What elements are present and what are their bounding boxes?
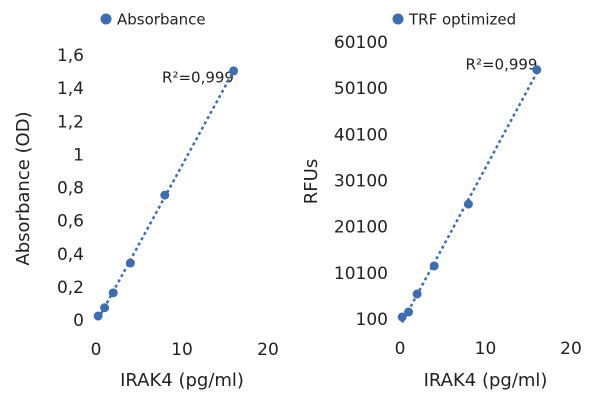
x-tick-label: 20 [257,340,279,360]
y-tick-label: 100 [356,310,388,330]
y-tick-label: 0,8 [57,179,84,199]
y-tick-label: 1,2 [57,112,84,132]
y-tick-label: 0 [73,311,84,331]
y-tick-label: 1 [73,145,84,165]
legend-label: TRF optimized [408,11,516,29]
y-tick-label: 30100 [334,172,388,192]
point [160,190,170,200]
y-tick-label: 0,4 [57,245,84,265]
x-tick-label: 20 [560,339,582,359]
y-tick-label: 60100 [334,33,388,53]
annotation: R²=0,999 [162,69,234,87]
y-tick-label: 0,6 [57,212,84,232]
legend-label: Absorbance [117,11,206,29]
y-axis-label: RFUs [301,159,322,204]
y-tick-label: 0,2 [57,278,84,298]
point [108,288,118,298]
point [229,66,239,76]
point [125,258,135,268]
y-tick-label: 1,4 [57,79,84,99]
point [463,199,473,209]
x-tick-label: 0 [395,339,406,359]
point [429,261,439,271]
subchart: 0 0,2 0,4 0,6 0,8 1 1,2 1,4 1,6 0 10 20 IRAK4 (pg/ml… [13,11,279,392]
x-axis-label: IRAK4 (pg/ml) [120,370,244,391]
x-tick-label: 10 [171,340,193,360]
trendline [97,70,235,320]
subchart: 100 10100 20100 30100 40100 50100 60100 0 10 20 IR… [301,11,582,392]
x-tick-label: 10 [475,339,497,359]
y-tick-label: 20100 [334,218,388,238]
point [397,312,407,322]
legend-marker [100,13,112,25]
y-tick-label: 40100 [334,125,388,145]
point [100,303,110,313]
y-tick-label: 50100 [334,79,388,99]
x-tick-label: 0 [91,340,102,360]
x-axis-label: IRAK4 (pg/ml) [424,370,548,391]
point [93,311,103,321]
annotation: R²=0,999 [466,56,538,74]
y-tick-label: 1,6 [57,46,84,66]
legend-marker [392,13,404,25]
trendline [401,72,538,324]
point [532,65,542,75]
y-tick-label: 10100 [334,264,388,284]
point [404,307,414,317]
y-axis-label: Absorbance (OD) [13,111,34,265]
point [412,289,422,299]
